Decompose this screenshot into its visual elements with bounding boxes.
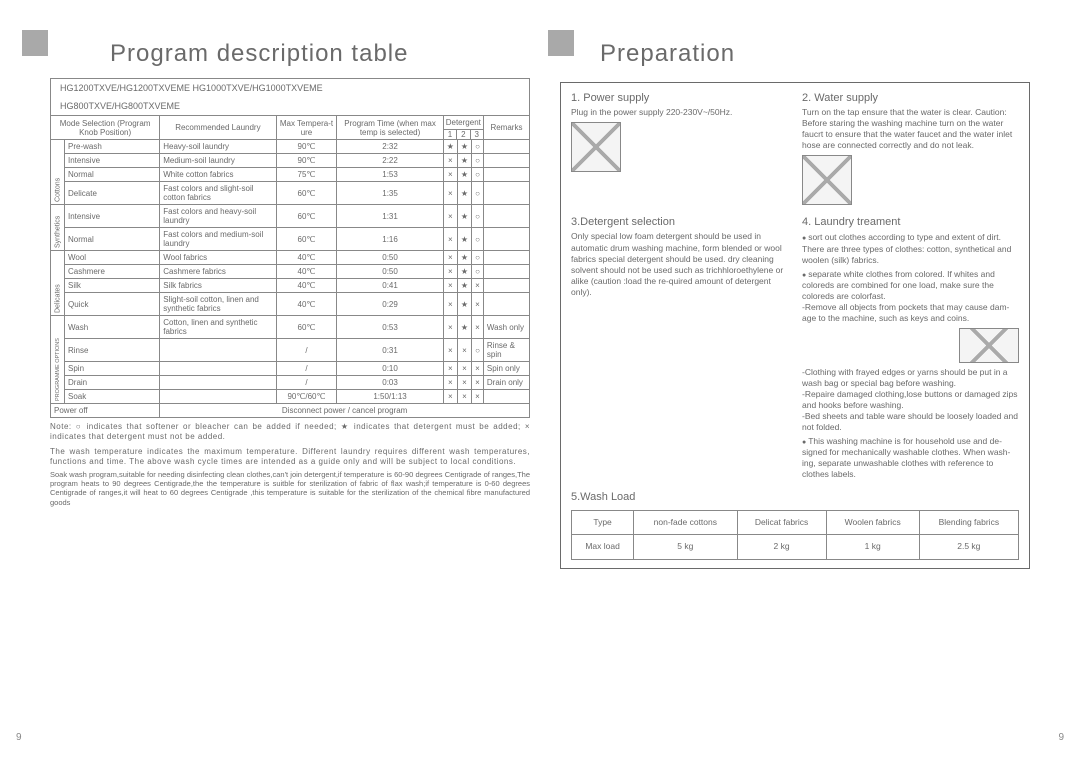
- s1-text: Plug in the power supply 220-230V~/50Hz.: [571, 107, 788, 118]
- poweroff-label: Power off: [51, 404, 160, 418]
- table-row: Synthetics IntensiveFast colors and heav…: [51, 205, 530, 228]
- pagenum-left: 9: [16, 732, 22, 743]
- program-table: HG1200TXVE/HG1200TXVEME HG1000TXVE/HG100…: [50, 78, 530, 418]
- cat-cottons: Cottons: [51, 140, 65, 205]
- pocket-icon: [959, 328, 1019, 363]
- h-d2: 2: [457, 130, 470, 139]
- table-row: PROGRAMME OPTIONS WashCotton, linen and …: [51, 316, 530, 339]
- h-det: Detergent: [444, 116, 483, 130]
- h-time: Program Time (when max temp is selected): [337, 116, 443, 140]
- poweroff-text: Disconnect power / cancel program: [160, 404, 530, 418]
- table-row: Drain/0:03×××Drain only: [51, 376, 530, 390]
- s5-title: 5.Wash Load: [571, 490, 1019, 504]
- washer-icon: [802, 155, 852, 205]
- table-row: Soak90℃/60℃1:50/1:13×××: [51, 390, 530, 404]
- s4-p3: -Repaire damaged clothing,lose buttons o…: [802, 389, 1019, 411]
- s4-b1: sort out clothes according to type and e…: [802, 232, 1019, 265]
- wash-load-table: Type non-fade cottons Delicat fabrics Wo…: [571, 510, 1019, 559]
- note-temperature: The wash temperature indicates the maxim…: [50, 447, 530, 468]
- s4-p2: -Clothing with frayed edges or yarns sho…: [802, 367, 1019, 389]
- h-mode: Mode Selection (Program Knob Position): [51, 116, 160, 140]
- table-row: SilkSilk fabrics40℃0:41×★×: [51, 279, 530, 293]
- s4-b3: This washing machine is for household us…: [802, 436, 1019, 480]
- table-row: QuickSlight-soil cotton, linen and synth…: [51, 293, 530, 316]
- left-title: Program description table: [110, 40, 530, 68]
- s1-title: 1. Power supply: [571, 91, 788, 105]
- right-title: Preparation: [600, 40, 1030, 68]
- section-marker-left: [22, 30, 48, 56]
- h-rem: Remarks: [483, 116, 529, 140]
- load-data-row: Max load 5 kg 2 kg 1 kg 2.5 kg: [572, 535, 1019, 559]
- s4-p1: -Remove all objects from pockets that ma…: [802, 302, 1019, 324]
- section-water: 2. Water supply Turn on the tap ensure t…: [802, 91, 1019, 209]
- table-row: IntensiveMedium-soil laundry90℃2:22×★○: [51, 154, 530, 168]
- section-power: 1. Power supply Plug in the power supply…: [571, 91, 788, 209]
- s4-title: 4. Laundry treament: [802, 215, 1019, 229]
- load-head-row: Type non-fade cottons Delicat fabrics Wo…: [572, 511, 1019, 535]
- header-row: Mode Selection (Program Knob Position) R…: [51, 116, 530, 140]
- left-page: Program description table HG1200TXVE/HG1…: [50, 30, 530, 733]
- section-laundry: 4. Laundry treament sort out clothes acc…: [802, 215, 1019, 480]
- note-symbols: Note: ○ indicates that softener or bleac…: [50, 422, 530, 443]
- table-row: Spin/0:10×××Spin only: [51, 362, 530, 376]
- h-d3: 3: [471, 130, 483, 139]
- right-page: Preparation 1. Power supply Plug in the …: [560, 30, 1030, 733]
- table-row: DelicateFast colors and slight-soil cott…: [51, 182, 530, 205]
- poweroff-row: Power off Disconnect power / cancel prog…: [51, 404, 530, 418]
- h-rec: Recommended Laundry: [160, 116, 276, 140]
- h-d1: 1: [444, 130, 457, 139]
- section-detergent: 3.Detergent selection Only special low f…: [571, 215, 788, 480]
- s3-title: 3.Detergent selection: [571, 215, 788, 229]
- pagenum-right: 9: [1058, 732, 1064, 743]
- table-row: Rinse/0:31××○Rinse & spin: [51, 339, 530, 362]
- h-temp: Max Tempera-t ure: [276, 116, 337, 140]
- cat-synthetics: Synthetics: [51, 205, 65, 251]
- models-line2: HG800TXVE/HG800TXVEME: [54, 99, 526, 113]
- note-soak: Soak wash program,suitable for needing d…: [50, 470, 530, 508]
- s4-p4: -Bed sheets and table ware should be loo…: [802, 411, 1019, 433]
- table-row: Delicates WoolWool fabrics40℃0:50×★○: [51, 251, 530, 265]
- table-row: CashmereCashmere fabrics40℃0:50×★○: [51, 265, 530, 279]
- table-row: NormalFast colors and medium-soil laundr…: [51, 228, 530, 251]
- s4-b2: separate white clothes from colored. If …: [802, 269, 1019, 302]
- cat-options: PROGRAMME OPTIONS: [51, 316, 65, 404]
- s3-text: Only special low foam detergent should b…: [571, 231, 788, 297]
- plug-icon: [571, 122, 621, 172]
- table-row: NormalWhite cotton fabrics75℃1:53×★○: [51, 168, 530, 182]
- s2-title: 2. Water supply: [802, 91, 1019, 105]
- table-row: Cottons Pre-washHeavy-soil laundry90℃2:3…: [51, 140, 530, 154]
- preparation-box: 1. Power supply Plug in the power supply…: [560, 82, 1030, 569]
- s2-text: Turn on the tap ensure that the water is…: [802, 107, 1019, 151]
- cat-delicates: Delicates: [51, 251, 65, 316]
- models-line1: HG1200TXVE/HG1200TXVEME HG1000TXVE/HG100…: [54, 81, 526, 95]
